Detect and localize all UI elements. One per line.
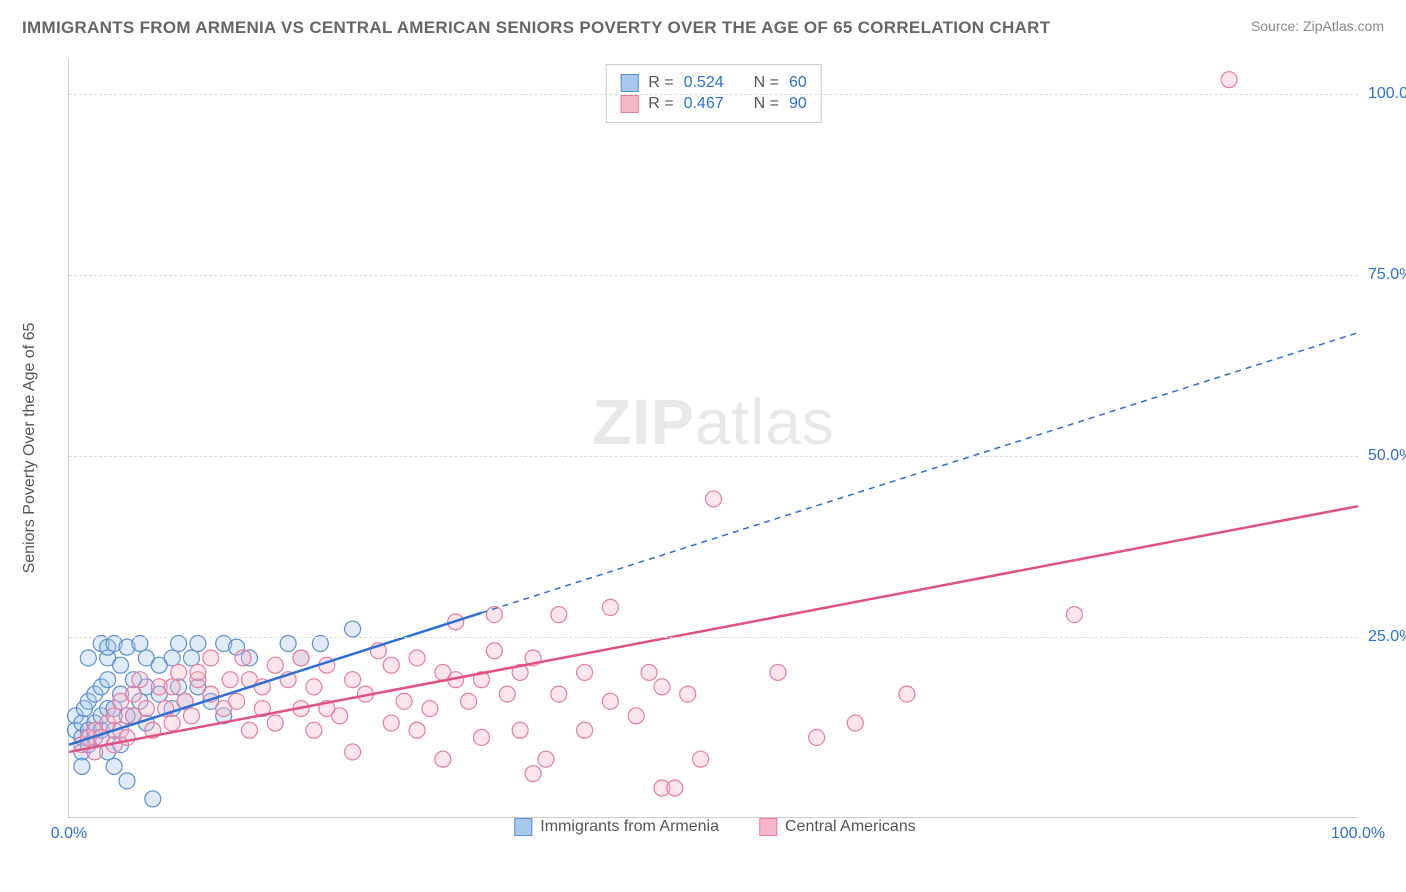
data-point (1221, 72, 1237, 88)
data-point (499, 686, 515, 702)
y-tick-label: 75.0% (1368, 266, 1406, 284)
data-point (132, 672, 148, 688)
data-point (899, 686, 915, 702)
data-point (706, 491, 722, 507)
swatch-icon (759, 818, 777, 836)
data-point (602, 599, 618, 615)
data-point (267, 657, 283, 673)
gridline (69, 637, 1358, 638)
data-point (525, 766, 541, 782)
scatter-svg (69, 58, 1358, 817)
data-point (577, 664, 593, 680)
chart-container: Seniors Poverty Over the Age of 65 ZIPat… (50, 58, 1380, 838)
data-point (396, 693, 412, 709)
data-point (486, 643, 502, 659)
data-point (1066, 607, 1082, 623)
data-point (119, 773, 135, 789)
data-point (106, 758, 122, 774)
y-tick-label: 25.0% (1368, 628, 1406, 646)
y-axis-label: Seniors Poverty Over the Age of 65 (21, 323, 39, 574)
data-point (383, 657, 399, 673)
gridline (69, 94, 1358, 95)
data-point (113, 657, 129, 673)
trend-line-solid (69, 506, 1358, 752)
data-point (422, 701, 438, 717)
data-point (164, 679, 180, 695)
data-point (680, 686, 696, 702)
data-point (345, 744, 361, 760)
data-point (190, 664, 206, 680)
y-tick-label: 50.0% (1368, 447, 1406, 465)
data-point (100, 672, 116, 688)
header: IMMIGRANTS FROM ARMENIA VS CENTRAL AMERI… (0, 0, 1406, 46)
data-point (222, 672, 238, 688)
data-point (383, 715, 399, 731)
data-point (435, 664, 451, 680)
data-point (138, 701, 154, 717)
legend-label: Central Americans (785, 818, 916, 836)
data-point (409, 650, 425, 666)
data-point (203, 650, 219, 666)
data-point (164, 650, 180, 666)
data-point (435, 751, 451, 767)
data-point (551, 607, 567, 623)
data-point (551, 686, 567, 702)
source-text: Source: ZipAtlas.com (1251, 18, 1384, 34)
data-point (512, 722, 528, 738)
data-point (693, 751, 709, 767)
legend-item: Central Americans (759, 818, 916, 836)
data-point (183, 708, 199, 724)
data-point (267, 715, 283, 731)
y-tick-label: 100.0% (1368, 85, 1406, 103)
data-point (809, 729, 825, 745)
data-point (229, 693, 245, 709)
x-tick-max: 100.0% (1331, 825, 1385, 843)
data-point (345, 621, 361, 637)
gridline (69, 456, 1358, 457)
data-point (183, 650, 199, 666)
data-point (306, 679, 322, 695)
trend-line-dashed (481, 333, 1358, 613)
data-point (241, 722, 257, 738)
data-point (770, 664, 786, 680)
data-point (125, 686, 141, 702)
gridline (69, 275, 1358, 276)
data-point (461, 693, 477, 709)
data-point (171, 664, 187, 680)
x-tick-min: 0.0% (51, 825, 87, 843)
data-point (106, 708, 122, 724)
data-point (628, 708, 644, 724)
data-point (602, 693, 618, 709)
data-point (164, 715, 180, 731)
data-point (235, 650, 251, 666)
data-point (667, 780, 683, 796)
data-point (538, 751, 554, 767)
legend-label: Immigrants from Armenia (540, 818, 719, 836)
data-point (641, 664, 657, 680)
data-point (145, 791, 161, 807)
data-point (473, 729, 489, 745)
legend-item: Immigrants from Armenia (514, 818, 719, 836)
data-point (345, 672, 361, 688)
plot-area: ZIPatlas R =0.524N =60R =0.467N =90 0.0%… (68, 58, 1358, 818)
data-point (306, 722, 322, 738)
data-point (293, 650, 309, 666)
data-point (654, 679, 670, 695)
data-point (332, 708, 348, 724)
bottom-legend: Immigrants from Armenia Central Americans (514, 818, 915, 836)
data-point (80, 650, 96, 666)
data-point (577, 722, 593, 738)
data-point (74, 758, 90, 774)
swatch-icon (514, 818, 532, 836)
data-point (847, 715, 863, 731)
data-point (409, 722, 425, 738)
chart-title: IMMIGRANTS FROM ARMENIA VS CENTRAL AMERI… (22, 18, 1050, 38)
